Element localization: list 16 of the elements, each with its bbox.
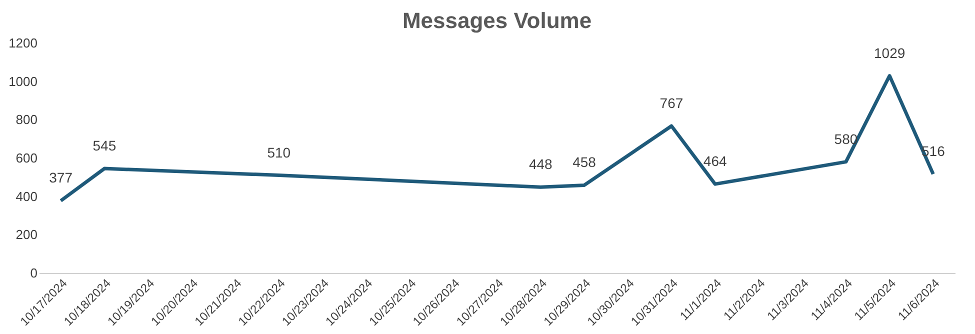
y-tick-label: 0: [30, 266, 38, 280]
y-tick-label: 800: [16, 112, 38, 128]
data-label: 1029: [874, 44, 906, 61]
y-tick-label: 1000: [8, 74, 38, 89]
y-tick-label: 1200: [8, 36, 38, 50]
data-label: 545: [92, 138, 116, 154]
data-label: 464: [703, 153, 727, 170]
chart-title: Messages Volume: [402, 8, 592, 33]
data-label: 458: [572, 154, 596, 170]
y-tick-label: 200: [16, 227, 38, 242]
data-label: 448: [528, 156, 553, 172]
y-tick-label: 600: [16, 150, 38, 166]
data-label: 767: [660, 94, 684, 111]
data-label: 510: [267, 144, 291, 160]
data-label: 377: [49, 170, 73, 186]
y-tick-label: 400: [16, 188, 38, 204]
